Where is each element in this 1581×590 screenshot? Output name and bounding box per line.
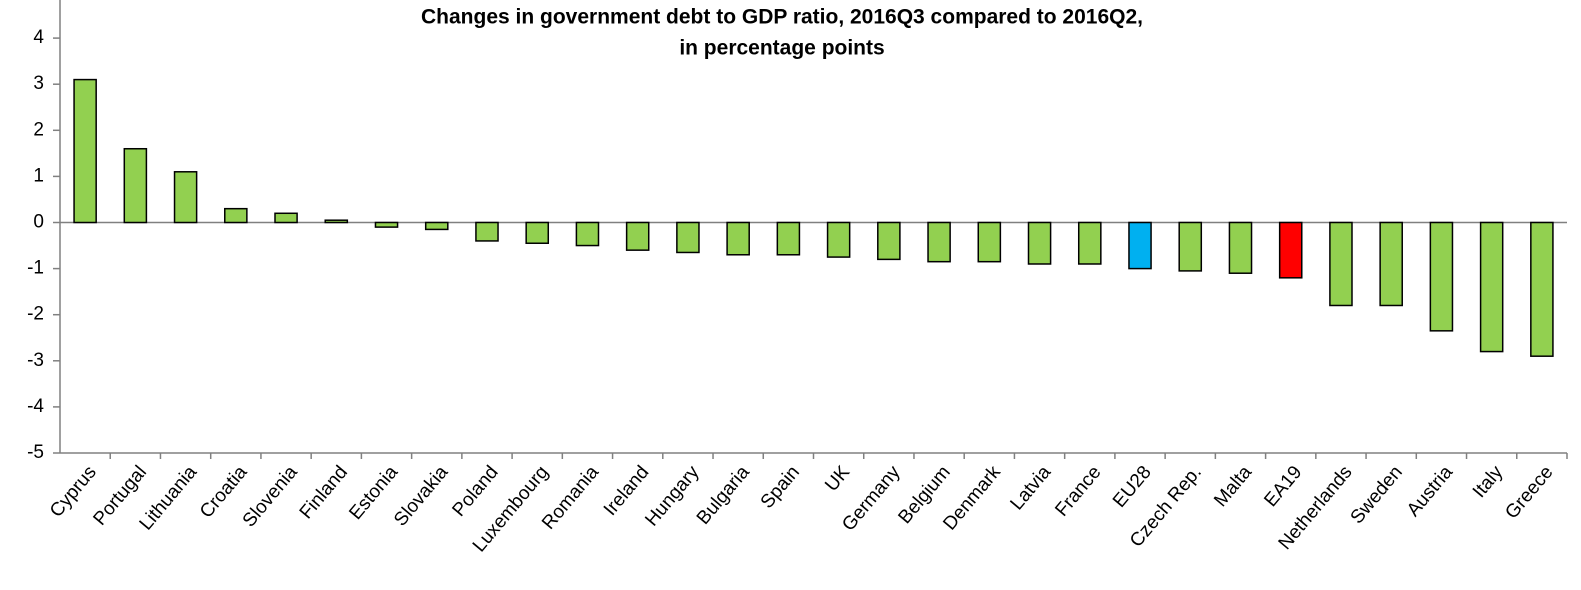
- x-tick-label: Slovakia: [390, 462, 453, 531]
- bar: [877, 221, 901, 261]
- bar: [977, 221, 1002, 263]
- x-tick-label: Austria: [1403, 462, 1457, 521]
- x-tick-label: Sweden: [1347, 462, 1407, 528]
- y-tick-label: 2: [33, 119, 44, 140]
- x-tick-label: EU28: [1109, 462, 1156, 512]
- x-tick-label: Greece: [1501, 462, 1557, 523]
- x-tick-label: France: [1051, 462, 1105, 521]
- bar: [475, 221, 499, 242]
- bar: [826, 221, 851, 258]
- bar: [73, 78, 97, 224]
- bar: [575, 221, 600, 247]
- bar: [1379, 221, 1403, 307]
- bar: [324, 219, 349, 224]
- bar: [1228, 221, 1253, 274]
- x-tick-label: Finland: [296, 462, 352, 523]
- bar: [1128, 221, 1152, 270]
- bar: [274, 212, 298, 224]
- y-tick-label: 5: [33, 0, 44, 2]
- bar: [1329, 221, 1353, 307]
- bar: [1479, 221, 1504, 353]
- bar: [224, 207, 248, 224]
- y-tick-label: -5: [27, 442, 44, 463]
- y-tick-label: 1: [33, 165, 44, 186]
- chart-title: Changes in government debt to GDP ratio,…: [421, 6, 1143, 29]
- y-tick-label: 4: [33, 27, 44, 48]
- bar: [525, 221, 550, 244]
- bar: [1178, 221, 1203, 272]
- x-tick-label: Bulgaria: [693, 462, 754, 529]
- x-tick-label: Malta: [1210, 462, 1256, 511]
- bar: [625, 221, 650, 251]
- y-tick-label: -1: [27, 258, 44, 279]
- x-tick-label: Hungary: [641, 462, 704, 531]
- bar: [123, 147, 148, 224]
- bar: [1429, 221, 1454, 332]
- bar: [726, 221, 750, 256]
- bar: [374, 221, 399, 228]
- bar: [1278, 221, 1303, 279]
- chart-title: in percentage points: [679, 37, 884, 60]
- y-tick-label: -2: [27, 304, 44, 325]
- bar: [1027, 221, 1052, 265]
- x-tick-label: Slovenia: [239, 462, 302, 532]
- x-tick-label: UK: [821, 462, 854, 496]
- bar: [424, 221, 449, 231]
- y-tick-label: 3: [33, 73, 44, 94]
- bar: [776, 221, 801, 256]
- bar: [676, 221, 700, 254]
- bar: [927, 221, 951, 263]
- x-tick-label: EA19: [1260, 462, 1306, 511]
- bar: [173, 171, 198, 224]
- x-tick-label: Spain: [757, 462, 804, 513]
- x-tick-label: Latvia: [1007, 462, 1056, 515]
- x-tick-label: Italy: [1469, 462, 1508, 503]
- bar: [1077, 221, 1102, 265]
- y-tick-label: -4: [27, 396, 44, 417]
- y-tick-label: 0: [33, 212, 44, 233]
- bar: [1530, 221, 1554, 357]
- y-tick-label: -3: [27, 350, 44, 371]
